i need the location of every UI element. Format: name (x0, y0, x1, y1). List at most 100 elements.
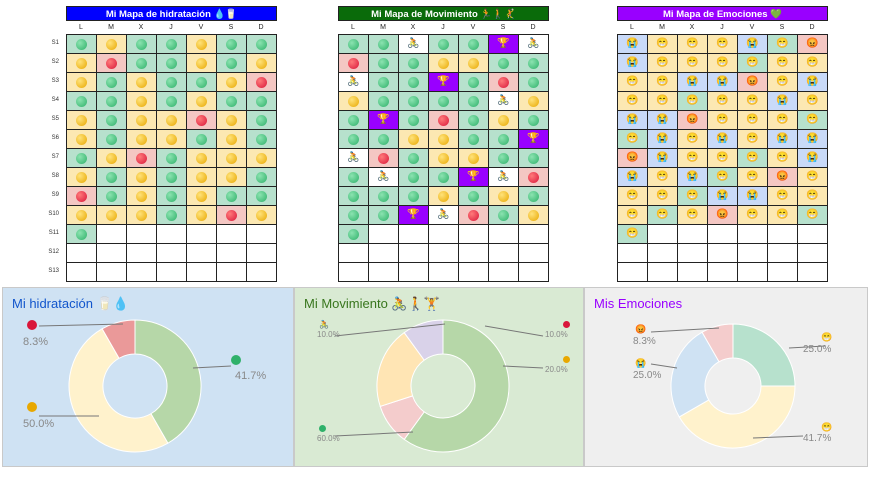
hydration-cell[interactable] (247, 225, 277, 244)
emotion-cell[interactable] (768, 244, 798, 263)
emotion-cell[interactable]: 😭 (798, 73, 828, 92)
movement-cell[interactable] (459, 111, 489, 130)
hydration-cell[interactable] (127, 263, 157, 282)
emotion-cell[interactable]: 😭 (768, 92, 798, 111)
movement-cell[interactable] (399, 92, 429, 111)
movement-cell[interactable]: 🏆 (429, 73, 459, 92)
movement-cell[interactable] (459, 130, 489, 149)
emotion-cell[interactable]: 😁 (738, 92, 768, 111)
emotion-cell[interactable]: 😭 (768, 130, 798, 149)
hydration-cell[interactable] (157, 225, 187, 244)
hydration-cell[interactable] (97, 73, 127, 92)
hydration-cell[interactable] (217, 111, 247, 130)
hydration-cell[interactable] (157, 149, 187, 168)
movement-cell[interactable] (429, 244, 459, 263)
emotion-cell[interactable]: 😭 (618, 54, 648, 73)
emotion-cell[interactable]: 😁 (708, 111, 738, 130)
movement-cell[interactable] (369, 149, 399, 168)
movement-cell[interactable] (519, 225, 549, 244)
movement-cell[interactable] (489, 111, 519, 130)
movement-cell[interactable] (459, 35, 489, 54)
hydration-cell[interactable] (97, 54, 127, 73)
hydration-cell[interactable] (217, 263, 247, 282)
hydration-cell[interactable] (97, 111, 127, 130)
emotion-cell[interactable]: 😁 (678, 54, 708, 73)
emotion-cell[interactable]: 😁 (648, 73, 678, 92)
movement-cell[interactable] (519, 187, 549, 206)
hydration-cell[interactable] (127, 35, 157, 54)
hydration-cell[interactable] (187, 130, 217, 149)
emotion-cell[interactable]: 😁 (648, 206, 678, 225)
emotion-cell[interactable]: 😁 (648, 187, 678, 206)
emotion-cell[interactable]: 😁 (678, 92, 708, 111)
movement-cell[interactable] (339, 187, 369, 206)
movement-cell[interactable] (489, 206, 519, 225)
movement-cell[interactable] (489, 54, 519, 73)
hydration-cell[interactable] (247, 187, 277, 206)
hydration-cell[interactable] (127, 225, 157, 244)
hydration-cell[interactable] (217, 206, 247, 225)
hydration-cell[interactable] (187, 187, 217, 206)
emotion-cell[interactable] (648, 225, 678, 244)
movement-cell[interactable] (429, 54, 459, 73)
emotion-cell[interactable]: 😁 (798, 187, 828, 206)
hydration-cell[interactable] (127, 206, 157, 225)
emotion-cell[interactable] (648, 263, 678, 282)
emotion-cell[interactable]: 😁 (648, 168, 678, 187)
movement-cell[interactable] (519, 263, 549, 282)
hydration-cell[interactable] (247, 149, 277, 168)
hydration-cell[interactable] (187, 92, 217, 111)
hydration-cell[interactable] (97, 149, 127, 168)
emotion-cell[interactable] (768, 225, 798, 244)
hydration-cell[interactable] (247, 111, 277, 130)
hydration-cell[interactable] (127, 92, 157, 111)
movement-cell[interactable] (369, 73, 399, 92)
movement-cell[interactable] (339, 244, 369, 263)
hydration-cell[interactable] (127, 54, 157, 73)
movement-cell[interactable] (429, 35, 459, 54)
emotion-cell[interactable] (738, 244, 768, 263)
emotion-cell[interactable]: 😁 (708, 35, 738, 54)
emotion-cell[interactable]: 😭 (618, 168, 648, 187)
hydration-cell[interactable] (97, 130, 127, 149)
hydration-cell[interactable] (67, 187, 97, 206)
movement-cell[interactable] (459, 263, 489, 282)
hydration-cell[interactable] (187, 73, 217, 92)
emotion-cell[interactable]: 😁 (768, 187, 798, 206)
emotion-cell[interactable]: 😭 (708, 73, 738, 92)
hydration-cell[interactable] (187, 54, 217, 73)
emotion-cell[interactable]: 😁 (678, 206, 708, 225)
emotion-cell[interactable]: 😭 (678, 73, 708, 92)
movement-cell[interactable] (429, 225, 459, 244)
hydration-cell[interactable] (157, 92, 187, 111)
emotion-cell[interactable]: 😭 (618, 35, 648, 54)
movement-cell[interactable] (459, 54, 489, 73)
hydration-cell[interactable] (127, 73, 157, 92)
movement-cell[interactable] (489, 263, 519, 282)
hydration-cell[interactable] (247, 35, 277, 54)
hydration-cell[interactable] (187, 225, 217, 244)
emotion-cell[interactable]: 😁 (648, 54, 678, 73)
movement-cell[interactable] (519, 206, 549, 225)
movement-cell[interactable]: 🚴 (519, 35, 549, 54)
emotion-cell[interactable]: 😡 (798, 35, 828, 54)
hydration-cell[interactable] (97, 206, 127, 225)
emotion-cell[interactable]: 😭 (738, 35, 768, 54)
emotion-cell[interactable]: 😁 (768, 73, 798, 92)
movement-cell[interactable] (339, 168, 369, 187)
emotion-cell[interactable]: 😁 (708, 149, 738, 168)
hydration-cell[interactable] (67, 111, 97, 130)
movement-cell[interactable] (429, 263, 459, 282)
movement-cell[interactable] (489, 130, 519, 149)
hydration-cell[interactable] (157, 130, 187, 149)
emotion-cell[interactable]: 😭 (648, 130, 678, 149)
hydration-cell[interactable] (187, 149, 217, 168)
movement-cell[interactable]: 🚴 (369, 168, 399, 187)
movement-cell[interactable] (459, 244, 489, 263)
emotion-cell[interactable]: 😁 (738, 206, 768, 225)
emotion-cell[interactable]: 😭 (708, 130, 738, 149)
emotion-cell[interactable]: 😁 (678, 35, 708, 54)
hydration-cell[interactable] (247, 130, 277, 149)
emotion-cell[interactable]: 😁 (798, 168, 828, 187)
emotion-cell[interactable]: 😁 (678, 187, 708, 206)
